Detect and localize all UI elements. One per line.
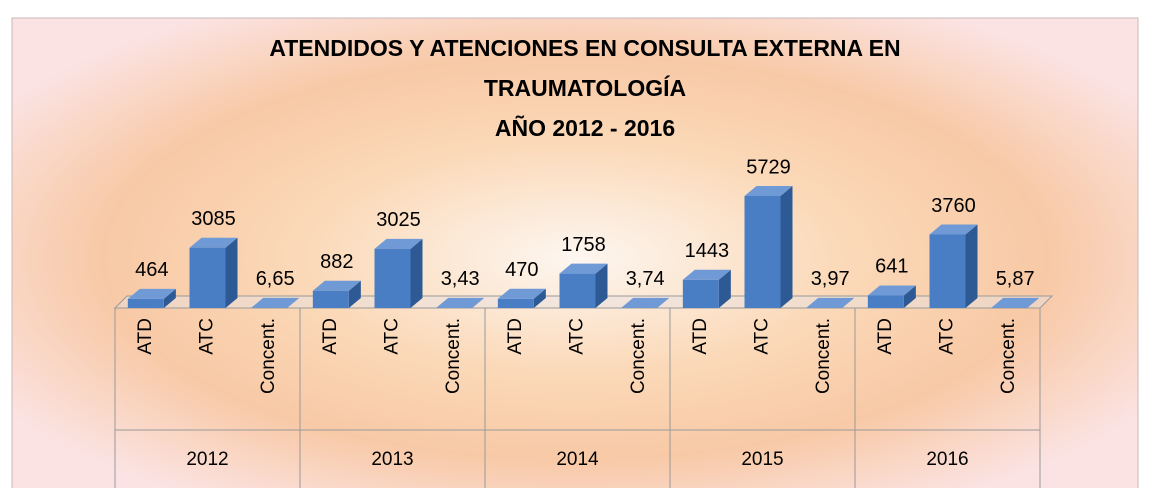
data-label: 464 [135,259,168,281]
x-tick-label: Concent. [998,318,1019,394]
x-tick-label: Concent. [443,318,464,394]
x-tick-label: Concent. [628,318,649,394]
x-tick-label: ATD [505,318,526,355]
chart-title: TRAUMATOLOGÍA [484,74,686,101]
data-label: 882 [320,251,353,273]
bar-side [410,238,423,308]
bar [497,298,534,308]
bar-top [497,288,546,299]
bar-side [287,297,300,308]
data-label: 5,87 [996,268,1035,290]
group-label: 2015 [741,449,783,470]
data-label: 6,65 [256,268,295,290]
x-tick-label: ATD [875,318,896,355]
bar [312,290,349,308]
bar [189,247,226,308]
group-label: 2016 [926,449,968,470]
bar-side [533,288,546,308]
bar-top [189,237,238,248]
group-label: 2014 [556,449,599,470]
x-tick-label: ATD [135,318,156,355]
chart-title: ATENDIDOS Y ATENCIONES EN CONSULTA EXTER… [269,35,900,61]
x-tick-label: ATC [197,318,218,355]
x-tick-label: Concent. [258,318,279,394]
bar-top [312,280,361,291]
x-tick-label: ATD [690,318,711,355]
bar-top [682,269,731,280]
bar [682,279,719,308]
bar-top [621,297,670,308]
bar-top [929,224,978,235]
x-tick-label: ATC [752,318,773,355]
bar-top [127,288,176,299]
bar-top [374,238,423,249]
group-label: 2013 [371,449,413,470]
data-label: 3,97 [811,268,850,290]
bar-side [348,280,361,308]
bar [374,248,411,308]
bar-side [657,297,670,308]
bar-top [436,297,485,308]
bar-side [595,263,608,308]
data-label: 1758 [561,234,606,256]
data-label: 3085 [191,208,236,230]
x-tick-label: ATC [382,318,403,355]
bar-top [867,285,916,296]
bar-top [251,297,300,308]
bar-side [780,186,793,308]
bar [929,234,966,308]
chart-title: AÑO 2012 - 2016 [495,114,675,141]
bar-side [965,224,978,308]
bar-side [842,297,855,308]
bar-side [718,269,731,308]
data-label: 3,43 [441,268,480,290]
bar [867,295,904,308]
bar [559,273,596,308]
bar-side [163,288,176,308]
x-tick-label: ATC [567,318,588,355]
bar [744,196,781,308]
x-tick-label: Concent. [813,318,834,394]
bar-top [806,297,855,308]
data-label: 3,74 [626,268,665,290]
data-label: 5729 [746,156,791,178]
data-label: 470 [505,259,538,281]
x-tick-label: ATD [320,318,341,355]
x-tick-label: ATC [937,318,958,355]
bar-top [991,297,1040,308]
bar-side [225,237,238,308]
data-label: 1443 [685,240,730,262]
bar-side [1027,297,1040,308]
bar-side [903,285,916,308]
group-label: 2012 [186,449,228,470]
data-label: 641 [875,256,908,278]
bar-top [559,263,608,274]
data-label: 3760 [931,195,976,217]
data-label: 3025 [376,209,421,231]
bar-top [744,186,793,196]
bar-side [472,297,485,308]
bar [127,298,164,308]
